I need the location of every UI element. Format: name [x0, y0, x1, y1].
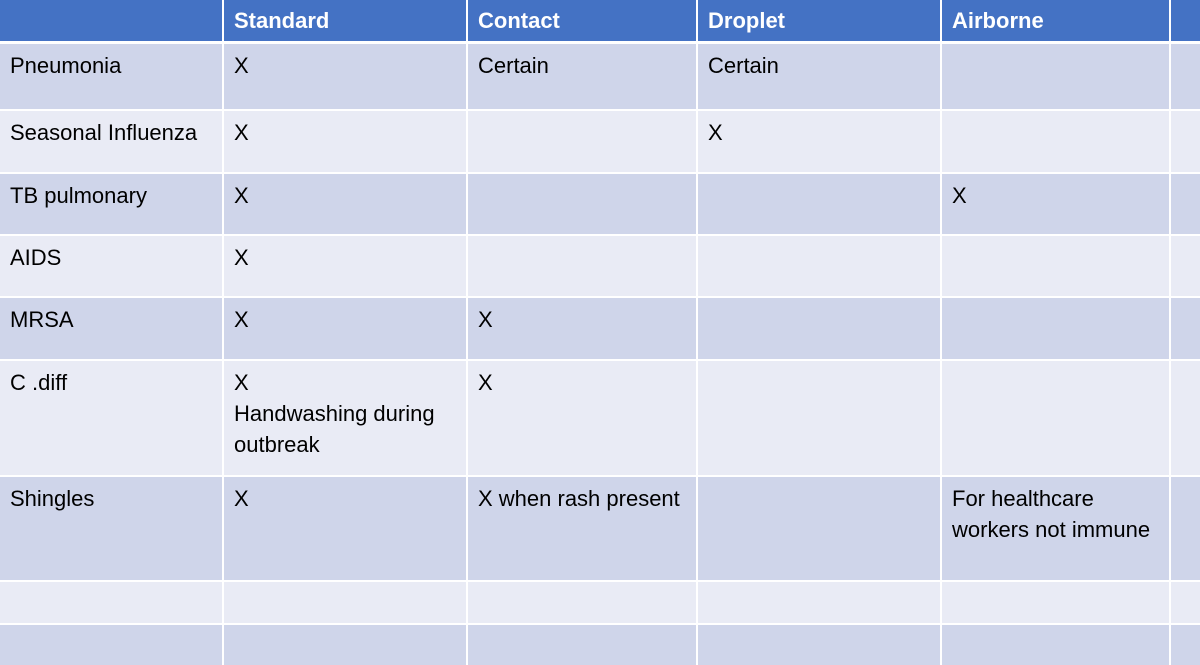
table-cell: [942, 625, 1169, 665]
table-cell: [1171, 477, 1200, 580]
row-label-cell: C .diff: [0, 361, 222, 475]
table-cell: [1171, 111, 1200, 172]
table-cell: [224, 625, 466, 665]
table-cell: [1171, 236, 1200, 296]
table-cell: [698, 236, 940, 296]
table-cell: [698, 298, 940, 359]
table-cell: [1171, 174, 1200, 234]
table-cell: [698, 361, 940, 475]
table-cell: [942, 298, 1169, 359]
header-cell: Airborne: [942, 0, 1169, 41]
table-cell: [224, 582, 466, 623]
table-cell: [942, 236, 1169, 296]
row-label-cell: Seasonal Influenza: [0, 111, 222, 172]
table-cell: X: [698, 111, 940, 172]
table-cell: [942, 361, 1169, 475]
table-cell: [698, 625, 940, 665]
table-cell: [698, 582, 940, 623]
row-label-cell: [0, 582, 222, 623]
table-cell: X: [224, 174, 466, 234]
table-cell: [468, 236, 696, 296]
header-cell: [0, 0, 222, 41]
table-cell: [1171, 298, 1200, 359]
table-cell: For healthcare workers not immune: [942, 477, 1169, 580]
header-cell: Droplet: [698, 0, 940, 41]
table-cell: X: [942, 174, 1169, 234]
row-label-cell: AIDS: [0, 236, 222, 296]
table-cell: [468, 625, 696, 665]
table-cell: X: [224, 477, 466, 580]
table-cell: [1171, 582, 1200, 623]
table-cell: [1171, 44, 1200, 109]
header-cell: Contact: [468, 0, 696, 41]
row-label-cell: MRSA: [0, 298, 222, 359]
table-cell: [1171, 625, 1200, 665]
table-cell: [468, 174, 696, 234]
header-cell: [1171, 0, 1200, 41]
table-cell: [698, 174, 940, 234]
table-cell: [942, 111, 1169, 172]
table-cell: X: [224, 298, 466, 359]
table-cell: [698, 477, 940, 580]
table-cell: X: [468, 361, 696, 475]
table-cell: [942, 582, 1169, 623]
table-cell: X: [224, 111, 466, 172]
table-cell: Certain: [698, 44, 940, 109]
table-cell: [1171, 361, 1200, 475]
row-label-cell: Shingles: [0, 477, 222, 580]
row-label-cell: TB pulmonary: [0, 174, 222, 234]
table-cell: X: [468, 298, 696, 359]
table-cell: X: [224, 236, 466, 296]
header-cell: Standard: [224, 0, 466, 41]
table-cell: Certain: [468, 44, 696, 109]
table-cell: X: [224, 44, 466, 109]
table-cell: X Handwashing during outbreak: [224, 361, 466, 475]
row-label-cell: Pneumonia: [0, 44, 222, 109]
table-cell: [942, 44, 1169, 109]
table-cell: [468, 582, 696, 623]
table-cell: X when rash present: [468, 477, 696, 580]
table-cell: [468, 111, 696, 172]
row-label-cell: [0, 625, 222, 665]
